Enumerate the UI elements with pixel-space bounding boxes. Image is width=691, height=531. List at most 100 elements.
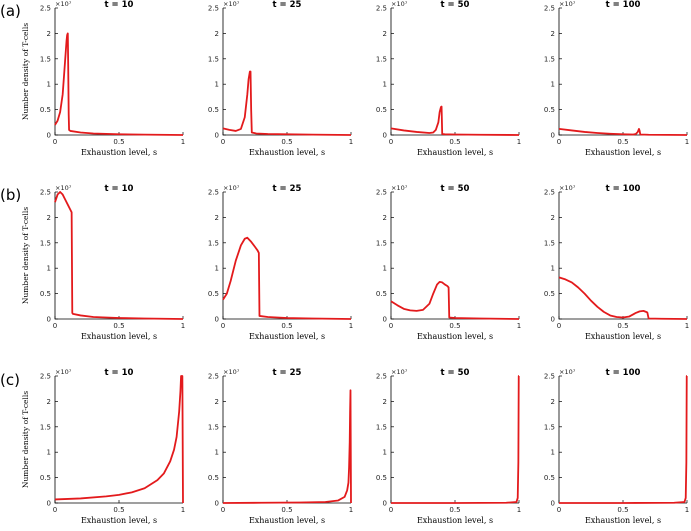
y-tick-label: 2.5 (208, 189, 219, 197)
x-tick-label: 0.5 (617, 506, 628, 514)
y-tick-label: 1.5 (40, 239, 51, 247)
y-tick-label: 1.5 (208, 239, 219, 247)
x-tick-label: 1 (181, 138, 185, 146)
panel-title: t = 100 (606, 184, 641, 194)
y-exponent-label: ×10⁷ (223, 184, 240, 192)
y-exponent-label: ×10⁷ (391, 0, 408, 8)
y-tick-label: 2 (215, 30, 219, 38)
x-tick-label: 1 (685, 322, 689, 330)
y-tick-label: 2 (551, 30, 555, 38)
y-tick-label: 1 (215, 449, 219, 457)
y-exponent-label: ×10⁷ (55, 368, 72, 376)
x-axis-label: Exhaustion level, s (249, 332, 325, 341)
y-tick-label: 0.5 (208, 290, 219, 298)
y-tick-label: 2 (383, 398, 387, 406)
x-axis-label: Exhaustion level, s (585, 516, 661, 525)
axes-frame (222, 8, 351, 136)
panel-r3-c2: 0 0.5 1 1.5 2 2.5 0 0.5 1 ×10⁷ t = 25 Exhaustion le… (208, 368, 353, 525)
y-tick-label: 0.5 (544, 290, 555, 298)
axes-frame (222, 376, 351, 504)
panel-title: t = 100 (606, 368, 641, 378)
density-curve (54, 191, 184, 320)
y-tick-label: 1.5 (544, 239, 555, 247)
x-tick-label: 0 (389, 322, 393, 330)
y-tick-label: 1.5 (208, 55, 219, 63)
x-tick-label: 0 (221, 506, 225, 514)
y-tick-label: 0 (383, 500, 387, 508)
y-exponent-label: ×10⁷ (391, 184, 408, 192)
axes-frame (54, 8, 183, 136)
density-curve (558, 276, 688, 320)
x-tick-label: 0.5 (617, 322, 628, 330)
x-tick-label: 0.5 (617, 138, 628, 146)
panel-title: t = 100 (606, 0, 641, 10)
density-curve (54, 375, 184, 504)
x-tick-label: 0 (53, 322, 57, 330)
y-tick-label: 1.5 (40, 55, 51, 63)
row-label-c: (c) (0, 371, 20, 389)
panel-title: t = 10 (105, 0, 134, 10)
x-tick-label: 1 (181, 506, 185, 514)
y-tick-label: 0 (383, 132, 387, 140)
x-axis-label: Exhaustion level, s (417, 332, 493, 341)
y-tick-label: 0.5 (544, 106, 555, 114)
panel-r2-c2: 0 0.5 1 1.5 2 2.5 0 0.5 1 ×10⁷ t = 25 Exhaustion le… (208, 184, 353, 341)
y-axis-label: Number density of T-cells (21, 207, 30, 304)
y-tick-label: 2.5 (544, 5, 555, 13)
y-tick-label: 0 (551, 316, 555, 324)
x-tick-label: 0 (389, 506, 393, 514)
x-axis-label: Exhaustion level, s (81, 148, 157, 157)
panel-title: t = 50 (441, 184, 470, 194)
y-tick-label: 2 (47, 214, 51, 222)
y-axis-label: Number density of T-cells (21, 391, 30, 488)
y-tick-label: 2.5 (376, 373, 387, 381)
y-tick-label: 1.5 (376, 239, 387, 247)
y-tick-label: 2.5 (544, 373, 555, 381)
density-curve (558, 128, 688, 136)
axes-frame (222, 192, 351, 320)
x-tick-label: 1 (349, 138, 353, 146)
y-tick-label: 1.5 (544, 423, 555, 431)
axes-frame (558, 376, 687, 504)
y-tick-label: 1 (47, 265, 51, 273)
y-tick-label: 1 (383, 449, 387, 457)
panel-r2-c1: 0 0.5 1 1.5 2 2.5 0 0.5 1 ×10⁷ t = 10 Exhaustion le… (21, 184, 185, 341)
y-tick-label: 1 (551, 449, 555, 457)
panel-r3-c4: 0 0.5 1 1.5 2 2.5 0 0.5 1 ×10⁷ t = 100 Exhaustion l… (544, 368, 689, 525)
y-tick-label: 1 (551, 81, 555, 89)
x-axis-label: Exhaustion level, s (81, 516, 157, 525)
panel-r3-c1: 0 0.5 1 1.5 2 2.5 0 0.5 1 ×10⁷ t = 10 Exhaustion le… (21, 368, 185, 525)
x-tick-label: 0.5 (113, 322, 124, 330)
y-tick-label: 2 (47, 30, 51, 38)
x-axis-label: Exhaustion level, s (417, 516, 493, 525)
y-tick-label: 0 (47, 132, 51, 140)
y-tick-label: 2.5 (376, 5, 387, 13)
x-tick-label: 0.5 (449, 506, 460, 514)
y-tick-label: 0 (47, 500, 51, 508)
y-tick-label: 1 (215, 265, 219, 273)
axes-frame (558, 192, 687, 320)
row-label-a: (a) (0, 2, 21, 20)
y-tick-label: 2 (551, 398, 555, 406)
y-tick-label: 0 (383, 316, 387, 324)
y-exponent-label: ×10⁷ (559, 184, 576, 192)
y-tick-label: 2.5 (208, 5, 219, 13)
panel-title: t = 25 (273, 0, 302, 10)
y-tick-label: 2.5 (40, 373, 51, 381)
y-tick-label: 2 (383, 214, 387, 222)
x-tick-label: 1 (181, 322, 185, 330)
x-tick-label: 0.5 (281, 322, 292, 330)
panel-r1-c2: 0 0.5 1 1.5 2 2.5 0 0.5 1 ×10⁷ t = 25 Exhaustion le… (208, 0, 353, 157)
density-curve (559, 375, 688, 504)
y-axis-label: Number density of T-cells (21, 23, 30, 120)
density-curve (54, 32, 184, 136)
y-tick-label: 1.5 (208, 423, 219, 431)
y-exponent-label: ×10⁷ (223, 368, 240, 376)
y-tick-label: 2 (47, 398, 51, 406)
axes-frame (54, 192, 183, 320)
y-tick-label: 0 (47, 316, 51, 324)
y-tick-label: 2 (383, 30, 387, 38)
y-tick-label: 2 (215, 398, 219, 406)
x-tick-label: 0 (557, 138, 561, 146)
